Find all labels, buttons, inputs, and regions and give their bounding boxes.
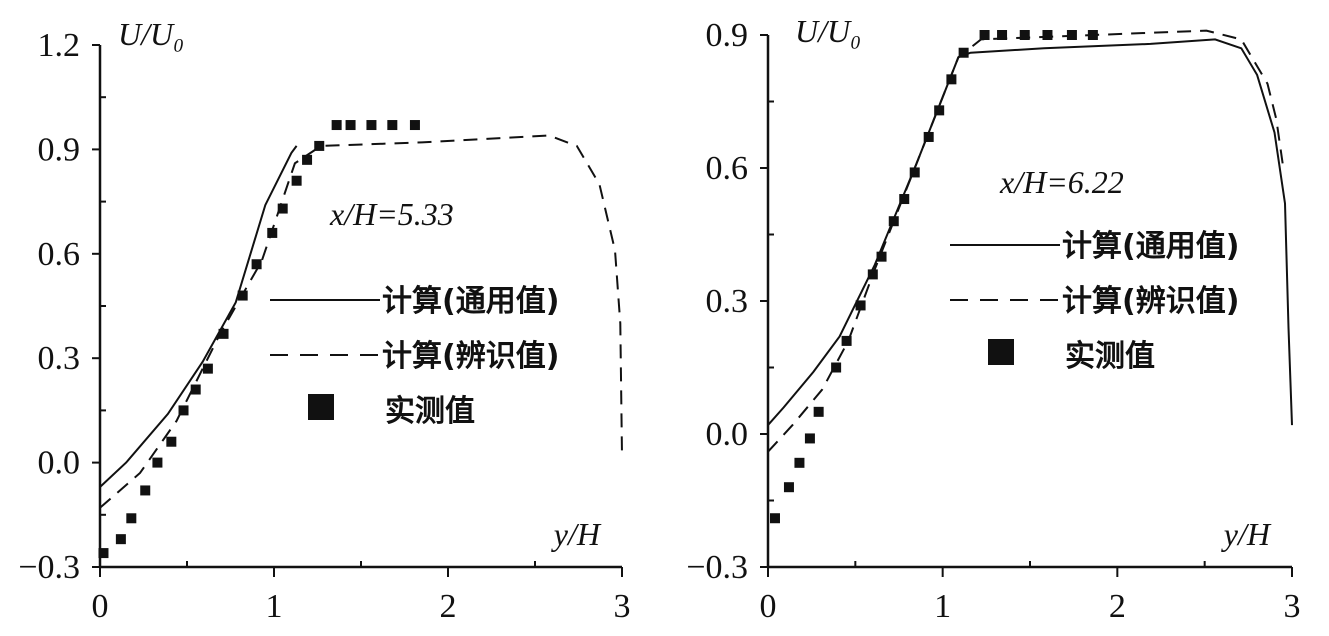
measured-point xyxy=(923,131,934,142)
measured-point xyxy=(302,154,313,165)
measured-point xyxy=(979,30,990,40)
measured-point xyxy=(251,259,262,270)
measured-point xyxy=(997,30,1008,40)
measured-point xyxy=(237,290,248,301)
measured-point xyxy=(366,120,377,131)
legend-label: 实测值 xyxy=(1065,339,1155,374)
measured-point xyxy=(126,513,137,524)
x-tick-label: 3 xyxy=(614,588,631,625)
measured-point xyxy=(958,47,969,58)
measured-point xyxy=(190,384,201,395)
chart-2: −0.3 0.0 0.3 0.6 0.9 0 1 2 3 U/U₀ y/H x/H=6.22 计算(通用… xyxy=(686,13,1300,625)
measured-point xyxy=(178,405,189,416)
measured-point xyxy=(202,363,213,374)
y-tick-label: 0.6 xyxy=(706,150,749,187)
y-tick-label: −0.3 xyxy=(686,549,748,586)
measured-point xyxy=(769,513,780,524)
x-tick-label: 2 xyxy=(1109,588,1126,625)
legend-marker xyxy=(308,394,334,420)
measured-point xyxy=(166,436,177,447)
measured-point xyxy=(218,328,229,339)
measured-point xyxy=(783,482,794,493)
measured-point xyxy=(934,105,945,116)
y-tick-label: 0.6 xyxy=(38,236,81,273)
measured-point xyxy=(152,457,163,468)
measured-point xyxy=(841,335,852,346)
measured-point xyxy=(387,120,398,131)
measured-point xyxy=(115,534,126,545)
identified-value-line xyxy=(767,29,1285,453)
measured-point xyxy=(1042,30,1053,40)
y-tick-label: 0.3 xyxy=(706,283,749,320)
measured-point xyxy=(314,140,325,151)
measured-point xyxy=(855,300,866,311)
identified-value-line xyxy=(99,134,623,509)
y-axis-title: U/U₀ xyxy=(795,13,861,49)
measured-point xyxy=(899,194,910,205)
legend-label: 计算(辨识值) xyxy=(1062,284,1239,319)
y-tick-label: 0.9 xyxy=(706,17,749,54)
legend-label: 计算(辨识值) xyxy=(382,339,559,374)
condition-annotation: x/H=6.22 xyxy=(999,164,1124,200)
measured-point xyxy=(291,175,302,186)
measured-point xyxy=(140,485,151,496)
measured-point xyxy=(831,362,842,373)
x-tick-label: 2 xyxy=(440,588,457,625)
x-tick-label: 3 xyxy=(1284,588,1301,625)
generic-value-line xyxy=(767,38,1293,426)
x-tick-label: 0 xyxy=(760,588,777,625)
x-tick-label: 0 xyxy=(92,588,109,625)
x-tick-label: 1 xyxy=(266,588,283,625)
x-axis-title: y/H xyxy=(1221,516,1272,552)
measured-point xyxy=(876,251,887,262)
x-tick-label: 1 xyxy=(934,588,951,625)
measured-point xyxy=(794,457,805,468)
measured-point xyxy=(1019,30,1030,40)
measured-point xyxy=(946,74,957,85)
measured-point xyxy=(1066,30,1077,40)
measured-point xyxy=(409,120,420,131)
legend-label: 实测值 xyxy=(385,394,475,429)
legend-marker xyxy=(988,339,1014,365)
measured-point xyxy=(331,120,342,131)
y-tick-label: −0.3 xyxy=(18,549,80,586)
measured-point xyxy=(867,269,878,280)
measured-point xyxy=(804,433,815,444)
measured-point xyxy=(345,120,356,131)
measured-point xyxy=(888,216,899,227)
measured-point xyxy=(267,227,278,238)
measured-point xyxy=(1087,30,1098,40)
legend-label: 计算(通用值) xyxy=(1062,229,1239,264)
y-tick-label: 0.0 xyxy=(706,416,749,453)
y-tick-label: 0.3 xyxy=(38,340,81,377)
chart-1: −0.3 0.0 0.3 0.6 0.9 1.2 0 1 2 3 U/U₀ y/H x/H=5.33 计算… xyxy=(18,16,630,625)
measured-point xyxy=(813,406,824,417)
y-tick-label: 0.9 xyxy=(38,131,81,168)
y-tick-label: 1.2 xyxy=(38,27,81,64)
y-tick-label: 0.0 xyxy=(38,445,81,482)
measured-point xyxy=(277,203,288,214)
condition-annotation: x/H=5.33 xyxy=(329,196,454,232)
measured-point xyxy=(909,167,920,178)
generic-value-line xyxy=(99,145,298,488)
measured-point xyxy=(98,548,109,559)
y-axis-title: U/U₀ xyxy=(118,16,184,52)
x-axis-title: y/H xyxy=(551,516,602,552)
legend-label: 计算(通用值) xyxy=(382,284,559,319)
